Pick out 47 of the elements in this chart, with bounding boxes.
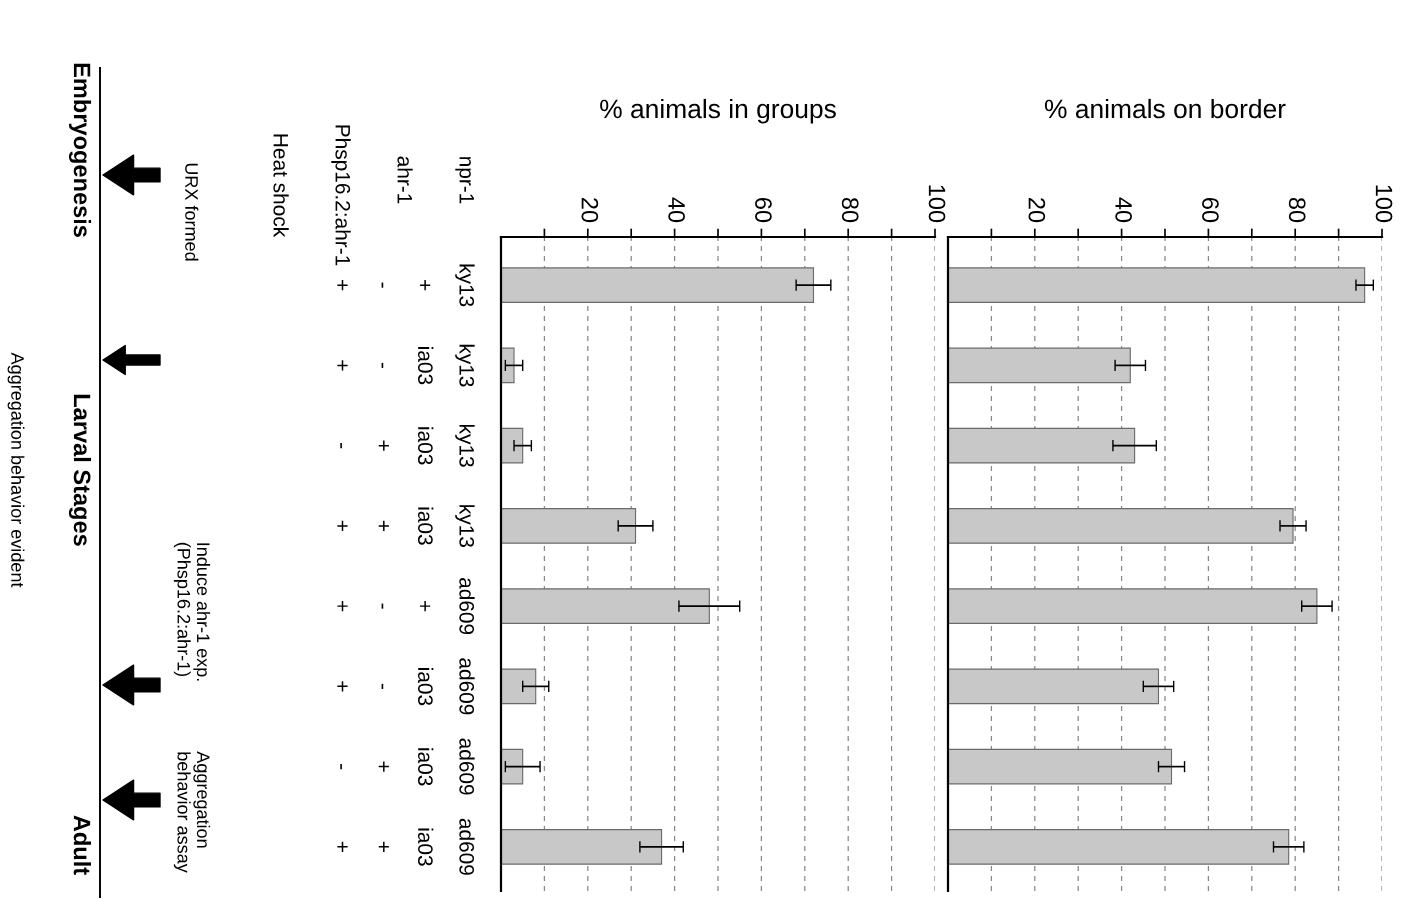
x-axis-title: % animals in groups bbox=[600, 98, 836, 124]
category-label: ad609 ia03 + + bbox=[337, 818, 475, 875]
text: Larval Stages bbox=[68, 394, 92, 546]
category-label: ad609 ia03 - + bbox=[337, 658, 475, 715]
x-tick-label: 20 bbox=[581, 198, 599, 223]
text: Adult bbox=[73, 815, 91, 875]
bar bbox=[501, 829, 663, 865]
bar bbox=[948, 427, 1136, 464]
text: Induce ahr-1 exp. (Phsp16.2:ahr-1) bbox=[173, 542, 211, 681]
bar bbox=[948, 668, 1160, 705]
category-label: ad609 + - + bbox=[337, 578, 475, 635]
bar bbox=[501, 347, 515, 384]
bar bbox=[948, 347, 1131, 384]
x-tick-label: 100 bbox=[928, 185, 946, 223]
bar bbox=[948, 267, 1366, 303]
text: npr-1 bbox=[455, 157, 474, 204]
x-tick-label: 40 bbox=[1115, 197, 1132, 223]
x-axis-title: % animals on border bbox=[1044, 98, 1286, 119]
x-tick-label: 60 bbox=[755, 198, 772, 223]
category-label: ky13 ia03 + - bbox=[340, 425, 475, 467]
bar bbox=[501, 427, 524, 464]
text: Heat shock bbox=[273, 134, 289, 238]
x-tick-label: 60 bbox=[1202, 198, 1219, 223]
bar bbox=[501, 588, 710, 624]
bar bbox=[501, 668, 537, 705]
text: Aggregation behavior evident bbox=[7, 352, 25, 588]
x-tick-label: 20 bbox=[1028, 198, 1046, 223]
bar bbox=[948, 588, 1318, 624]
text: URX formed bbox=[185, 163, 199, 261]
text: Embryogenesis bbox=[68, 63, 92, 237]
bar bbox=[948, 748, 1173, 785]
x-tick-label: 100 bbox=[1375, 185, 1393, 223]
category-label: ky13 ia03 + + bbox=[337, 505, 475, 547]
category-label: ky13 ia03 - + bbox=[337, 344, 475, 387]
bar bbox=[501, 748, 524, 785]
text: Aggregation behavior assay bbox=[173, 751, 211, 873]
text: ahr-1 bbox=[397, 156, 413, 204]
text: Phsp16.2:ahr-1 bbox=[331, 125, 351, 266]
bar bbox=[501, 267, 815, 303]
bar bbox=[948, 829, 1290, 865]
category-label: ky13 + - + bbox=[337, 264, 475, 307]
bar bbox=[501, 508, 637, 544]
category-label: ad609 ia03 + - bbox=[340, 738, 475, 795]
bar bbox=[948, 508, 1294, 544]
x-tick-label: 80 bbox=[1288, 197, 1306, 223]
x-tick-label: 40 bbox=[668, 197, 685, 223]
x-tick-label: 80 bbox=[841, 197, 859, 223]
